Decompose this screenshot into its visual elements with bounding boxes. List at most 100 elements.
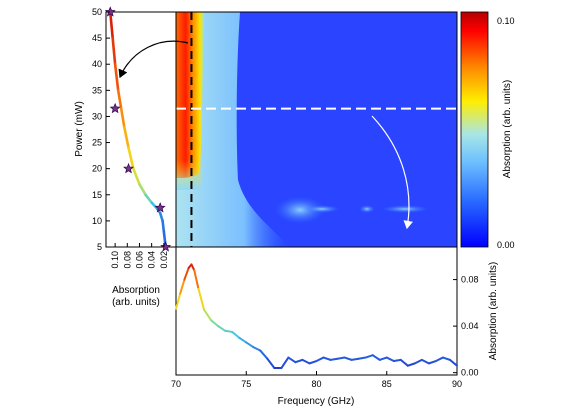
spectrum-y-axis-label: Absorption (arb. units) (488, 262, 499, 360)
power-curve-segment (116, 89, 123, 110)
frequency-axis-label: Frequency (GHz) (278, 396, 355, 407)
spectrum-curve-segment (343, 356, 353, 361)
spectrum-curve-segment (238, 336, 248, 344)
colorbar-gradient (460, 11, 489, 248)
power-curve-segment (113, 62, 120, 92)
power-x-label-line1: Absorption (112, 285, 160, 296)
map-feature-12mw-right-c (381, 205, 429, 213)
spectrum-curve-segment (210, 319, 220, 328)
power-x-label-line2: (arb. units) (112, 297, 160, 308)
spectrum-curve-segment (364, 354, 374, 359)
spectrum-curve-segment (385, 356, 395, 363)
spectrum-curve-segment (448, 358, 458, 367)
spectrum-curve-segment (183, 266, 190, 281)
power-curve-segment (122, 125, 130, 150)
spectrum-y-tick-label: 0.04 (461, 321, 479, 331)
power-x-ticks: 0.10 0.08 0.06 0.04 0.02 (110, 243, 169, 269)
spectrum-panel: 70 75 80 85 90 0.000.040.08 Frequency (GHz) … (171, 246, 499, 407)
power-curve-segment (132, 167, 141, 186)
power-x-tick-label: 0.02 (159, 251, 169, 269)
map-halo (176, 12, 290, 247)
spectrum-curve-segment (308, 360, 318, 365)
power-curve-segment (161, 219, 166, 233)
power-marker-star (123, 162, 134, 174)
power-curve (108, 10, 167, 249)
spectrum-curve-segment (413, 358, 423, 365)
power-curve-segment (108, 10, 114, 40)
spectrum-curve-segment (259, 349, 269, 360)
spectrum-curve-segment (322, 356, 332, 361)
power-panel: 5 10 15 20 25 30 35 40 45 50 0.10 0.08 0.06 0.04 0.02… (74, 6, 177, 308)
spectrum-curve (175, 263, 458, 370)
spectrum-curve-segment (252, 346, 262, 352)
power-marker-star (104, 6, 116, 17)
spectrum-curve-segment (392, 358, 402, 363)
spectrum-y-ticks: 0.00 0.04 0.08 (453, 275, 479, 378)
power-marker-star (160, 241, 172, 252)
power-curve-segment (144, 193, 153, 204)
white-arrow (371, 115, 413, 230)
power-x-tick-label: 0.10 (110, 251, 120, 269)
spectrum-curve-segment (245, 341, 255, 349)
power-y-tick-label: 35 (92, 85, 102, 95)
power-y-tick-label: 30 (92, 111, 102, 121)
spectrum-curve-segment (179, 278, 186, 295)
spectrum-y-tick-label: 0.00 (461, 368, 479, 378)
power-x-tick-label: 0.08 (122, 251, 132, 269)
power-axis-label: Power (mW) (74, 101, 85, 157)
power-markers (104, 6, 172, 252)
power-y-tick-label: 40 (92, 59, 102, 69)
power-y-tick-label: 45 (92, 33, 102, 43)
power-panel-frame (105, 11, 177, 248)
power-y-tick-label: 50 (92, 7, 102, 17)
frequency-tick-label: 80 (311, 379, 321, 389)
power-y-tick-label: 15 (92, 190, 102, 200)
frequency-tick-label: 75 (241, 379, 251, 389)
colorbar-tick-min: 0.00 (497, 240, 515, 250)
power-y-ticks: 5 10 15 20 25 30 35 40 45 50 (92, 7, 110, 252)
spectrum-curve-segment (315, 356, 325, 363)
spectrum-curve-segment (441, 356, 451, 361)
spectrum-curve-segment (329, 357, 339, 361)
spectrum-panel-frame (175, 246, 458, 376)
power-curve-segment (119, 107, 126, 129)
colorbar-tick-max: 0.10 (497, 16, 515, 26)
spectrum-curve-segment (350, 357, 360, 361)
power-y-tick-label: 20 (92, 164, 102, 174)
absorption-map (175, 11, 458, 248)
power-y-tick-label: 10 (92, 216, 102, 226)
map-band-lower (176, 160, 202, 190)
spectrum-curve-segment (371, 354, 381, 361)
spectrum-curve-segment (224, 329, 234, 333)
spectrum-curve-segment (357, 356, 367, 360)
spectrum-curve-segment (231, 330, 241, 339)
power-marker-star (154, 202, 166, 213)
spectrum-curve-segment (175, 292, 182, 310)
map-absorption-band (176, 12, 204, 178)
spectrum-curve-segment (434, 356, 444, 363)
power-x-tick-label: 0.04 (147, 251, 157, 269)
power-y-tick-label: 25 (92, 138, 102, 148)
spectrum-curve-segment (420, 358, 430, 365)
spectrum-curve-segment (427, 360, 437, 365)
frequency-tick-label: 90 (452, 379, 462, 389)
black-arrow (118, 40, 189, 79)
power-y-tick-label: 5 (97, 242, 102, 252)
map-feature-12mw-right-a (304, 205, 340, 213)
spectrum-curve-segment (301, 358, 311, 365)
power-marker-star (109, 102, 121, 114)
power-x-tick-label: 0.06 (134, 251, 144, 269)
spectrum-curve-segment (197, 287, 206, 311)
power-curve-segment (162, 230, 167, 244)
spectrum-curve-segment (190, 263, 196, 272)
power-curve-segment (138, 183, 147, 197)
spectrum-curve-segment (294, 358, 304, 364)
power-curve-segment (127, 146, 135, 170)
spectrum-curve-segment (193, 269, 200, 290)
spectrum-curve-segment (287, 356, 297, 364)
spectrum-curve-segment (336, 356, 346, 360)
power-curve-segment (158, 211, 164, 223)
map-feature-12mw-right-b (359, 205, 375, 213)
power-curve-segment (111, 36, 117, 66)
